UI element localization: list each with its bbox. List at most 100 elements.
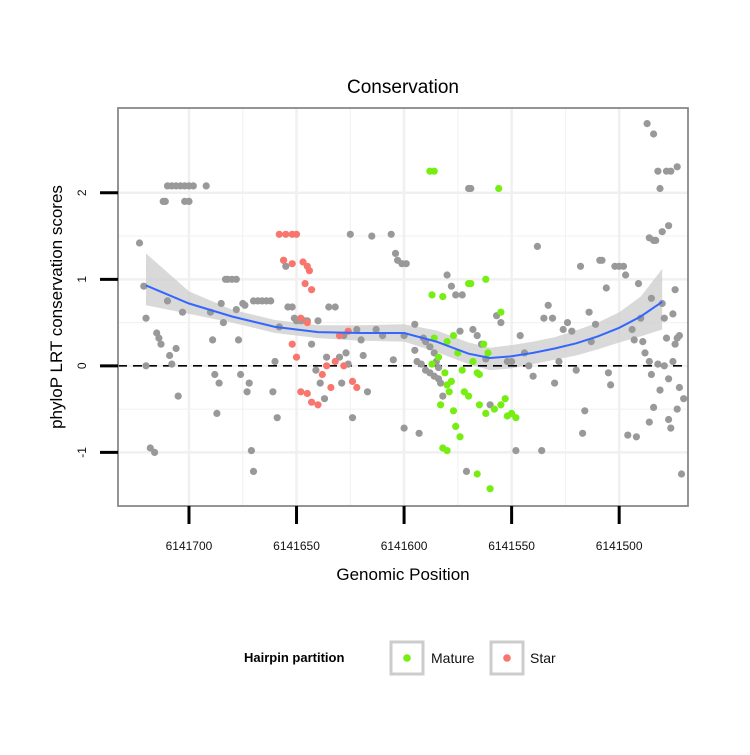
point-other bbox=[142, 314, 150, 322]
point-other bbox=[178, 308, 187, 316]
x-tick-label: 6141550 bbox=[488, 539, 535, 553]
point-other bbox=[166, 351, 174, 360]
point-other bbox=[551, 379, 559, 387]
point-other bbox=[368, 232, 376, 240]
point-other bbox=[443, 271, 451, 279]
point-other bbox=[671, 340, 679, 348]
point-other bbox=[675, 383, 684, 392]
point-other bbox=[439, 392, 447, 400]
point-other bbox=[658, 228, 666, 236]
point-other bbox=[415, 429, 423, 437]
point-other bbox=[325, 303, 333, 311]
point-other bbox=[312, 366, 320, 374]
point-other bbox=[357, 336, 365, 344]
point-star bbox=[280, 256, 288, 264]
y-tick-label: 1 bbox=[75, 276, 89, 283]
point-other bbox=[680, 395, 688, 403]
point-other bbox=[572, 366, 580, 374]
point-other bbox=[654, 167, 662, 175]
point-other bbox=[602, 284, 610, 292]
point-other bbox=[234, 336, 243, 344]
point-other bbox=[189, 182, 197, 190]
point-other bbox=[245, 379, 253, 387]
point-other bbox=[316, 379, 324, 387]
point-star bbox=[292, 353, 301, 361]
point-other bbox=[667, 424, 675, 432]
point-other bbox=[667, 167, 675, 175]
point-other bbox=[342, 349, 350, 357]
point-other bbox=[237, 370, 245, 379]
point-mature bbox=[473, 470, 481, 478]
point-other bbox=[363, 388, 372, 396]
point-other bbox=[219, 319, 227, 327]
point-other bbox=[353, 325, 361, 334]
point-star bbox=[331, 357, 339, 366]
y-axis: -1 0 1 2 bbox=[75, 189, 118, 458]
x-tick-label: 6141700 bbox=[166, 539, 213, 553]
point-other bbox=[665, 222, 673, 230]
point-other bbox=[512, 447, 520, 455]
point-other bbox=[437, 379, 445, 387]
point-mature bbox=[443, 338, 451, 346]
point-other bbox=[544, 301, 552, 309]
chart-title: Conservation bbox=[347, 77, 459, 98]
point-other bbox=[413, 357, 421, 366]
x-tick-label: 6141650 bbox=[273, 539, 320, 553]
point-other bbox=[232, 275, 240, 283]
point-other bbox=[168, 360, 176, 368]
point-star bbox=[275, 230, 283, 238]
point-mature bbox=[512, 414, 520, 422]
data-points bbox=[135, 120, 688, 493]
point-other bbox=[151, 448, 159, 456]
point-other bbox=[516, 332, 524, 340]
point-other bbox=[563, 319, 572, 327]
point-other bbox=[402, 260, 410, 268]
point-other bbox=[671, 286, 679, 294]
x-axis-title: Genomic Position bbox=[336, 565, 469, 584]
point-other bbox=[650, 236, 658, 244]
legend-label-mature: Mature bbox=[431, 650, 475, 666]
point-other bbox=[647, 294, 656, 302]
point-other bbox=[271, 357, 279, 366]
point-other bbox=[622, 271, 630, 279]
point-other bbox=[650, 403, 658, 411]
point-other bbox=[232, 306, 240, 314]
point-other bbox=[559, 325, 567, 334]
point-other bbox=[348, 414, 357, 422]
point-other bbox=[634, 280, 643, 288]
point-other bbox=[598, 256, 606, 264]
legend-dot-mature bbox=[403, 654, 411, 662]
point-other bbox=[243, 388, 251, 396]
point-star bbox=[314, 401, 322, 409]
point-other bbox=[656, 184, 664, 193]
point-mature bbox=[482, 275, 490, 283]
point-other bbox=[456, 327, 464, 335]
point-star bbox=[303, 389, 311, 398]
point-other bbox=[540, 314, 548, 322]
point-other bbox=[434, 364, 443, 372]
point-other bbox=[157, 340, 165, 348]
point-other bbox=[473, 332, 481, 340]
point-other bbox=[632, 433, 641, 441]
point-star bbox=[288, 260, 296, 268]
point-other bbox=[140, 282, 148, 290]
x-axis: 6141700 6141650 6141600 6141550 6141500 bbox=[166, 506, 643, 553]
point-other bbox=[308, 340, 316, 348]
legend: Hairpin partition Mature Star bbox=[244, 640, 556, 676]
point-other bbox=[533, 242, 542, 250]
point-other bbox=[161, 197, 169, 205]
point-other bbox=[323, 353, 331, 361]
point-mature bbox=[480, 340, 488, 348]
point-other bbox=[213, 409, 221, 417]
y-tick-label: 2 bbox=[75, 189, 89, 196]
point-star bbox=[301, 280, 309, 288]
point-other bbox=[662, 334, 671, 342]
point-other bbox=[641, 349, 649, 357]
point-other bbox=[185, 197, 193, 205]
point-mature bbox=[456, 433, 464, 441]
point-other bbox=[656, 386, 664, 394]
point-star bbox=[308, 398, 316, 406]
point-other bbox=[645, 418, 653, 426]
point-other bbox=[273, 414, 281, 422]
